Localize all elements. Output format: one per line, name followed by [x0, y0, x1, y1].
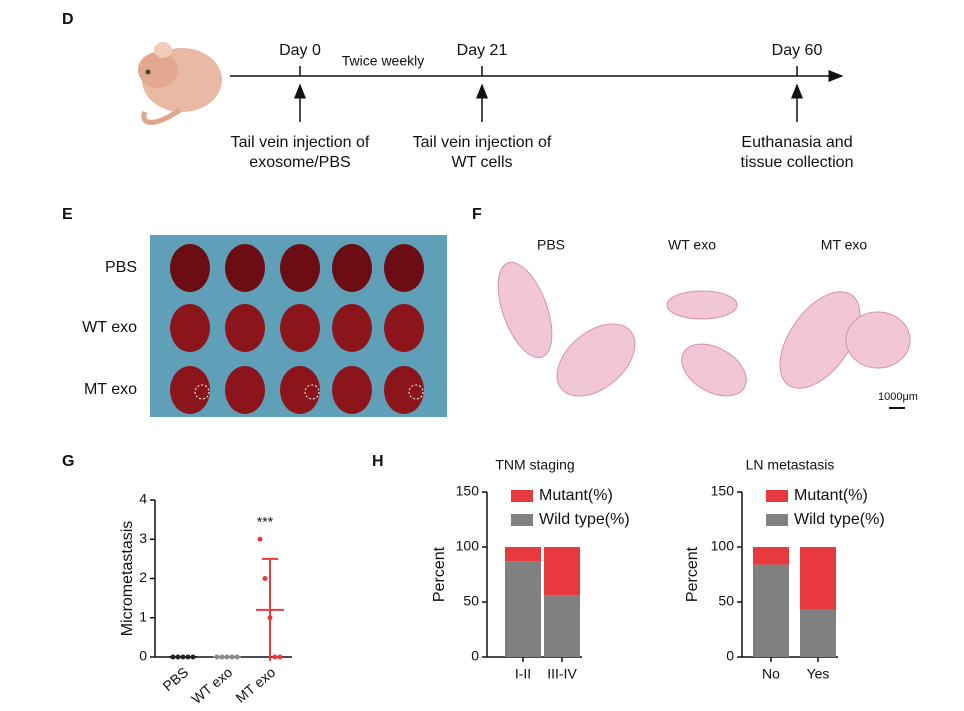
- event-text: Tail vein injection of: [231, 134, 370, 151]
- x-tick-label: III-IV: [547, 666, 577, 682]
- legend-label: Mutant(%): [539, 487, 613, 504]
- panel-label: E: [62, 206, 73, 223]
- lung: [280, 304, 320, 352]
- x-tick-label: I-II: [515, 666, 531, 682]
- column-label: PBS: [537, 237, 565, 253]
- y-tick-label: 100: [711, 538, 735, 554]
- y-tick-label: 150: [456, 483, 480, 499]
- row-label: MT exo: [84, 381, 137, 398]
- y-tick-label: 150: [711, 483, 735, 499]
- lung: [170, 244, 210, 292]
- dot: [257, 536, 263, 542]
- bar-segment: [505, 547, 541, 562]
- tissue-section: [681, 343, 747, 397]
- lung: [384, 244, 424, 292]
- x-tick-label: MT exo: [232, 664, 278, 706]
- dot: [272, 654, 278, 660]
- tissue-section: [779, 291, 861, 389]
- y-axis-label: Micrometastasis: [119, 521, 136, 637]
- row-label: WT exo: [82, 319, 137, 336]
- column-label: WT exo: [668, 237, 716, 253]
- panel-label: F: [472, 206, 482, 223]
- tissue-section: [556, 323, 636, 397]
- y-tick-label: 50: [718, 593, 734, 609]
- bar-segment: [800, 547, 836, 610]
- lung: [225, 366, 265, 414]
- column-label: MT exo: [821, 237, 868, 253]
- lung: [332, 366, 372, 414]
- lesion-circle: [408, 384, 424, 400]
- lesion-circle: [194, 384, 210, 400]
- significance: ***: [257, 514, 274, 530]
- lung: [332, 244, 372, 292]
- event-text: Euthanasia and: [741, 134, 852, 151]
- event-text: Tail vein injection of: [413, 134, 552, 151]
- x-tick-label: PBS: [160, 664, 192, 694]
- chart-title: TNM staging: [495, 457, 574, 473]
- y-tick-label: 1: [139, 608, 147, 624]
- tissue-section: [845, 311, 911, 369]
- lung: [280, 366, 320, 414]
- event-text: exosome/PBS: [249, 154, 350, 171]
- scale-label: 1000μm: [878, 391, 918, 403]
- panel-label: H: [372, 453, 384, 470]
- y-tick-label: 4: [139, 491, 147, 507]
- lung: [170, 304, 210, 352]
- dot: [262, 576, 268, 581]
- bar-segment: [753, 564, 789, 657]
- legend-swatch: [511, 514, 533, 526]
- bar-segment: [800, 609, 836, 657]
- legend-label: Wild type(%): [794, 511, 885, 528]
- y-tick-label: 2: [139, 569, 147, 585]
- y-axis-label: Percent: [431, 546, 448, 602]
- x-tick-label: WT exo: [188, 664, 235, 707]
- event-text: tissue collection: [741, 154, 854, 171]
- x-tick-label: No: [762, 666, 780, 682]
- y-tick-label: 3: [139, 530, 147, 546]
- dot: [277, 654, 283, 660]
- bar-segment: [505, 561, 541, 657]
- y-tick-label: 0: [726, 648, 734, 664]
- lung: [384, 304, 424, 352]
- y-axis-label: Percent: [684, 546, 701, 602]
- lung: [170, 366, 210, 414]
- legend-swatch: [766, 490, 788, 502]
- legend-swatch: [766, 514, 788, 526]
- y-tick-label: 0: [139, 648, 147, 664]
- panel-label: D: [62, 11, 74, 28]
- event-text: WT cells: [451, 154, 512, 171]
- y-tick-label: 50: [463, 593, 479, 609]
- lung: [280, 244, 320, 292]
- day-label: Day 21: [457, 42, 508, 59]
- day-label: Day 60: [772, 42, 823, 59]
- bar-segment: [544, 595, 580, 657]
- lung: [384, 366, 424, 414]
- legend-label: Mutant(%): [794, 487, 868, 504]
- tissue-section: [497, 261, 553, 359]
- tissue-section: [666, 290, 738, 320]
- legend-label: Wild type(%): [539, 511, 630, 528]
- chart-title: LN metastasis: [746, 457, 835, 473]
- lung: [225, 304, 265, 352]
- lesion-circle: [304, 384, 320, 400]
- y-tick-label: 100: [456, 538, 480, 554]
- legend-swatch: [511, 490, 533, 502]
- row-label: PBS: [105, 259, 137, 276]
- panel-label: G: [62, 453, 74, 470]
- y-tick-label: 0: [471, 648, 479, 664]
- interval-label: Twice weekly: [342, 53, 424, 69]
- bar-segment: [544, 547, 580, 596]
- day-label: Day 0: [279, 42, 321, 59]
- mouse-icon: [138, 42, 222, 125]
- lung: [225, 244, 265, 292]
- x-tick-label: Yes: [807, 666, 830, 682]
- lung: [332, 304, 372, 352]
- bar-segment: [753, 547, 789, 565]
